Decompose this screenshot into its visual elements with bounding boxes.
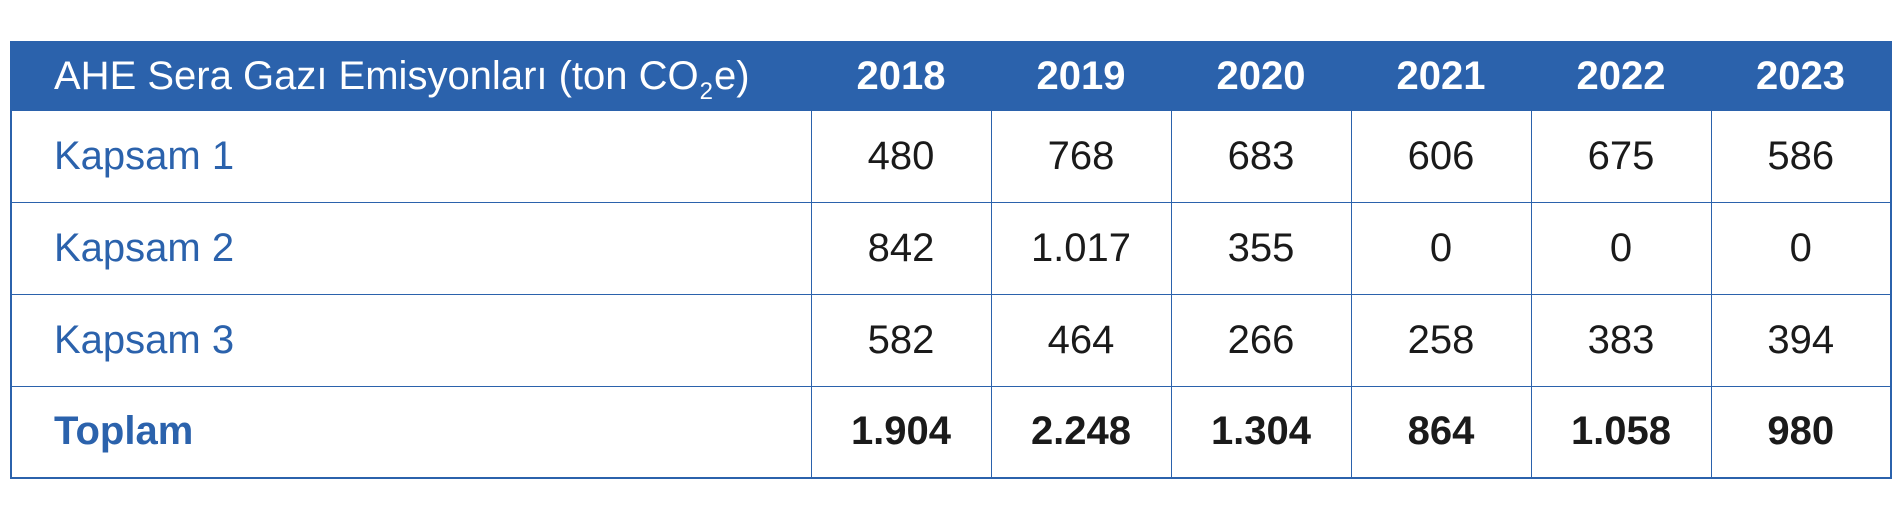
total-cell: 864 [1350, 385, 1532, 479]
table-row-kapsam-2: Kapsam 2 842 1.017 355 0 0 0 [10, 201, 1892, 295]
total-cell: 1.304 [1170, 385, 1352, 479]
emissions-table-container: AHE Sera Gazı Emisyonları (ton CO2e) 201… [10, 41, 1892, 479]
table-cell: 606 [1350, 109, 1532, 203]
total-row-label: Toplam [10, 385, 812, 479]
row-label: Kapsam 3 [10, 293, 812, 387]
total-cell: 2.248 [990, 385, 1172, 479]
emissions-table: AHE Sera Gazı Emisyonları (ton CO2e) 201… [10, 41, 1892, 479]
table-header: AHE Sera Gazı Emisyonları (ton CO2e) 201… [11, 42, 1891, 110]
total-cell: 1.058 [1530, 385, 1712, 479]
table-cell: 480 [810, 109, 992, 203]
table-cell: 582 [810, 293, 992, 387]
table-cell: 0 [1530, 201, 1712, 295]
table-cell: 0 [1350, 201, 1532, 295]
table-title-header: AHE Sera Gazı Emisyonları (ton CO2e) [11, 42, 811, 110]
table-cell: 355 [1170, 201, 1352, 295]
year-header-2021: 2021 [1396, 53, 1486, 98]
table-body: Kapsam 1 480 768 683 606 675 586 Kapsam … [10, 109, 1892, 479]
table-cell: 842 [810, 201, 992, 295]
row-label: Kapsam 1 [10, 109, 812, 203]
row-label: Kapsam 2 [10, 201, 812, 295]
table-cell: 586 [1710, 109, 1892, 203]
header-row: AHE Sera Gazı Emisyonları (ton CO2e) 201… [11, 42, 1891, 110]
table-cell: 258 [1350, 293, 1532, 387]
total-cell: 980 [1710, 385, 1892, 479]
year-header-2023: 2023 [1756, 53, 1845, 98]
year-header-2022: 2022 [1576, 53, 1666, 98]
total-cell: 1.904 [810, 385, 992, 479]
table-cell: 0 [1710, 201, 1892, 295]
header-label-subscript: 2 [699, 77, 714, 105]
table-cell: 768 [990, 109, 1172, 203]
table-row-total: Toplam 1.904 2.248 1.304 864 1.058 980 [10, 385, 1892, 479]
table-cell: 394 [1710, 293, 1892, 387]
year-header-2019: 2019 [1036, 53, 1126, 98]
table-cell: 464 [990, 293, 1172, 387]
year-header-2020: 2020 [1216, 53, 1306, 98]
year-header-2018: 2018 [856, 53, 946, 98]
table-row-kapsam-3: Kapsam 3 582 464 266 258 383 394 [10, 293, 1892, 387]
table-row-kapsam-1: Kapsam 1 480 768 683 606 675 586 [10, 109, 1892, 203]
table-cell: 1.017 [990, 201, 1172, 295]
table-cell: 683 [1170, 109, 1352, 203]
header-label-suffix: e) [714, 53, 750, 98]
table-cell: 266 [1170, 293, 1352, 387]
table-cell: 383 [1530, 293, 1712, 387]
header-label-prefix: AHE Sera Gazı Emisyonları (ton CO [54, 53, 699, 98]
table-cell: 675 [1530, 109, 1712, 203]
